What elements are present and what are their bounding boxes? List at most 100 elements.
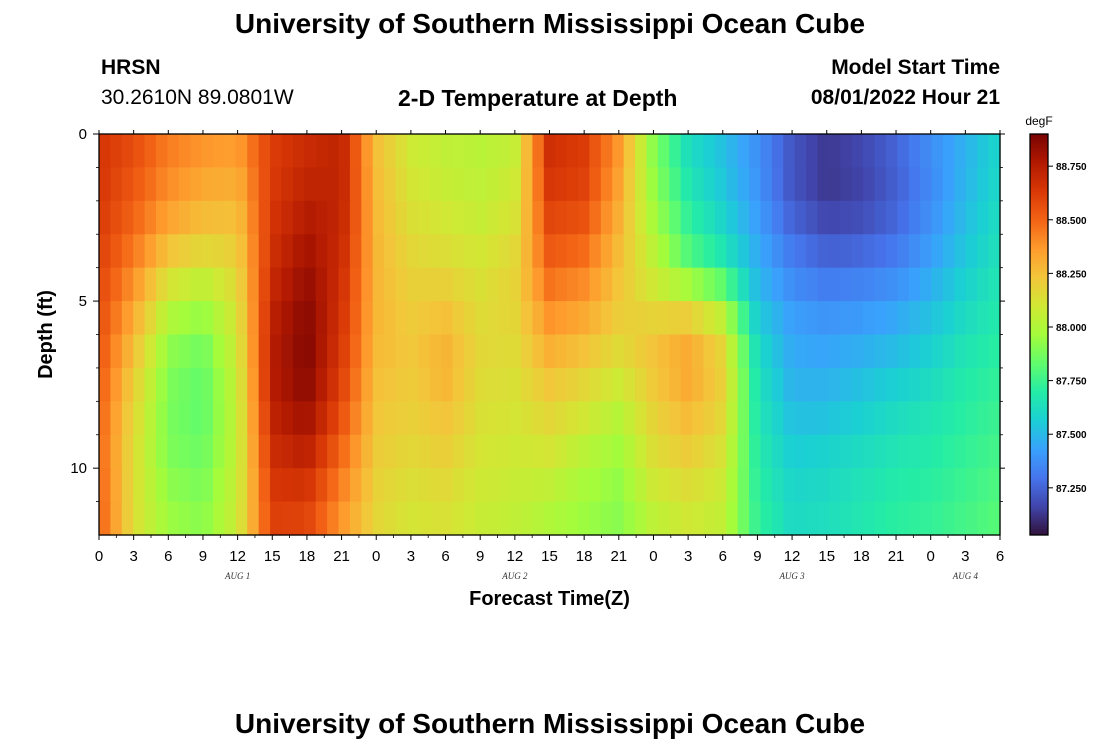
heatmap-cell (965, 234, 978, 269)
heatmap-cell (635, 501, 648, 536)
heatmap-cell (828, 334, 841, 369)
heatmap-cell (840, 434, 853, 469)
heatmap-cell (749, 301, 762, 336)
colorbar-step (1030, 316, 1048, 319)
heatmap-cell (532, 200, 545, 235)
colorbar-step (1030, 458, 1048, 462)
colorbar-step (1030, 478, 1048, 482)
heatmap-cells (99, 134, 1001, 536)
heatmap-cell (361, 234, 374, 269)
colorbar-step (1030, 196, 1048, 199)
heatmap-cell (520, 468, 533, 503)
heatmap-cell (885, 401, 898, 436)
heatmap-cell (281, 134, 294, 169)
heatmap-cell (395, 468, 408, 503)
heatmap-cell (213, 468, 226, 503)
heatmap-cell (749, 434, 762, 469)
heatmap-cell (258, 134, 271, 169)
colorbar-step (1030, 218, 1048, 221)
colorbar-step (1030, 162, 1048, 165)
heatmap-cell (475, 501, 488, 536)
heatmap-cell (213, 367, 226, 402)
heatmap-cell (110, 267, 123, 302)
heatmap-cell (851, 468, 864, 503)
heatmap-cell (384, 334, 397, 369)
heatmap-cell (486, 334, 499, 369)
colorbar-step (1030, 292, 1048, 295)
heatmap-cell (372, 234, 385, 269)
heatmap-cell (315, 501, 328, 536)
heatmap-cell (942, 301, 955, 336)
heatmap-cell (942, 200, 955, 235)
heatmap-cell (349, 167, 362, 202)
heatmap-cell (190, 167, 203, 202)
heatmap-cell (669, 167, 682, 202)
heatmap-cell (292, 501, 305, 536)
colorbar-step (1030, 392, 1048, 396)
heatmap-cell (897, 200, 910, 235)
colorbar-step (1030, 332, 1048, 335)
heatmap-cell (931, 134, 944, 169)
heatmap-cell (452, 301, 465, 336)
heatmap-cell (270, 134, 283, 169)
heatmap-cell (817, 167, 830, 202)
heatmap-cell (988, 267, 1001, 302)
heatmap-cell (281, 234, 294, 269)
heatmap-cell (600, 334, 613, 369)
heatmap-cell (566, 167, 579, 202)
heatmap-cell (874, 434, 887, 469)
heatmap-cell (224, 367, 237, 402)
heatmap-cell (327, 267, 340, 302)
heatmap-cell (509, 267, 522, 302)
colorbar-step (1030, 302, 1048, 305)
heatmap-cell (258, 501, 271, 536)
heatmap-cell (190, 468, 203, 503)
colorbar-step (1030, 322, 1048, 325)
heatmap-cell (874, 301, 887, 336)
heatmap-cell (235, 401, 248, 436)
colorbar-step (1030, 344, 1048, 348)
heatmap-cell (726, 367, 739, 402)
colorbar-step (1030, 264, 1048, 267)
heatmap-cell (646, 401, 659, 436)
heatmap-cell (486, 200, 499, 235)
heatmap-cell (452, 167, 465, 202)
heatmap-cell (509, 401, 522, 436)
heatmap-cell (349, 267, 362, 302)
heatmap-cell (429, 267, 442, 302)
heatmap-cell (680, 234, 693, 269)
heatmap-cell (99, 501, 112, 536)
heatmap-cell (623, 468, 636, 503)
heatmap-cell (190, 200, 203, 235)
heatmap-cell (395, 134, 408, 169)
heatmap-cell (657, 434, 670, 469)
heatmap-cell (954, 301, 967, 336)
heatmap-cell (657, 367, 670, 402)
colorbar-step (1030, 522, 1048, 526)
colorbar-step (1030, 472, 1048, 476)
heatmap-cell (224, 501, 237, 536)
heatmap-cell (657, 401, 670, 436)
heatmap-cell (931, 301, 944, 336)
heatmap-cell (920, 434, 933, 469)
heatmap-cell (475, 401, 488, 436)
colorbar-step (1030, 516, 1048, 520)
heatmap-cell (555, 167, 568, 202)
heatmap-cell (977, 167, 990, 202)
heatmap-cell (315, 468, 328, 503)
heatmap-cell (771, 234, 784, 269)
heatmap-cell (418, 267, 431, 302)
heatmap-cell (156, 468, 169, 503)
heatmap-cell (349, 200, 362, 235)
heatmap-cell (737, 167, 750, 202)
heatmap-cell (920, 234, 933, 269)
heatmap-cell (908, 401, 921, 436)
heatmap-cell (327, 434, 340, 469)
heatmap-cell (703, 468, 716, 503)
heatmap-cell (247, 468, 260, 503)
colorbar-step (1030, 398, 1048, 402)
heatmap-cell (703, 167, 716, 202)
heatmap-cell (520, 234, 533, 269)
heatmap-cell (794, 468, 807, 503)
heatmap-cell (475, 200, 488, 235)
